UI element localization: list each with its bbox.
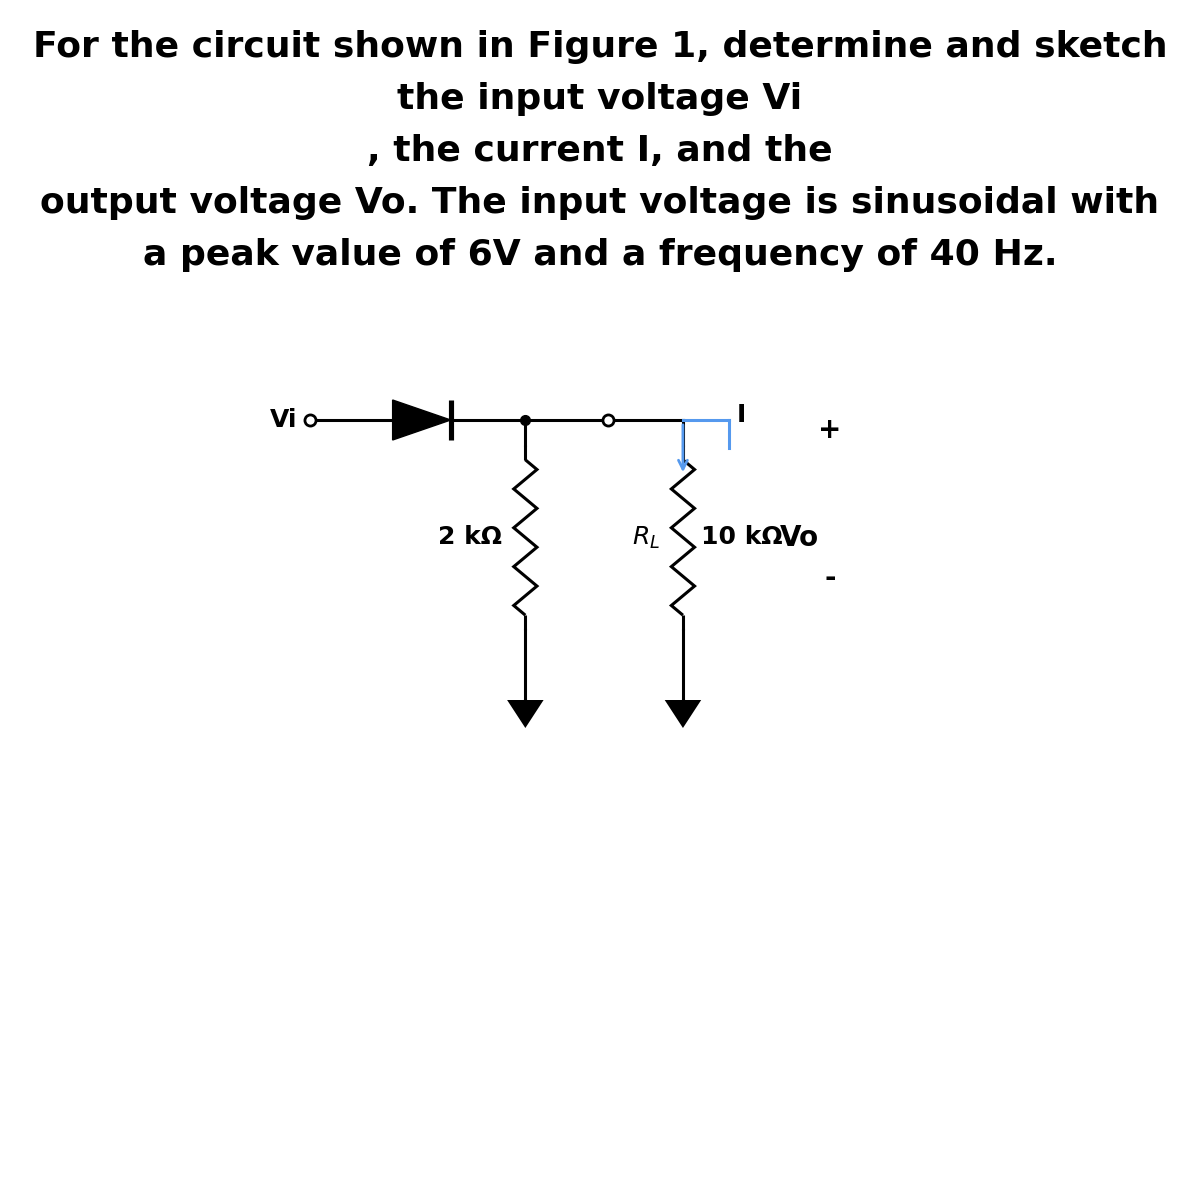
Text: 10 kΩ: 10 kΩ: [701, 526, 782, 550]
Text: -: -: [824, 564, 835, 592]
Text: a peak value of 6V and a frequency of 40 Hz.: a peak value of 6V and a frequency of 40…: [143, 238, 1057, 272]
Text: output voltage Vo. The input voltage is sinusoidal with: output voltage Vo. The input voltage is …: [41, 186, 1159, 220]
Text: I: I: [737, 403, 746, 427]
Polygon shape: [508, 700, 544, 728]
Text: 2 kΩ: 2 kΩ: [438, 526, 502, 550]
Text: For the circuit shown in Figure 1, determine and sketch: For the circuit shown in Figure 1, deter…: [32, 30, 1168, 64]
Text: +: +: [818, 416, 841, 444]
Polygon shape: [392, 400, 451, 440]
Text: , the current I, and the: , the current I, and the: [367, 134, 833, 168]
Polygon shape: [665, 700, 701, 728]
Text: the input voltage Vi: the input voltage Vi: [397, 82, 803, 116]
Text: $R_L$: $R_L$: [631, 524, 660, 551]
Text: Vi: Vi: [270, 408, 298, 432]
Text: Vo: Vo: [780, 523, 820, 552]
